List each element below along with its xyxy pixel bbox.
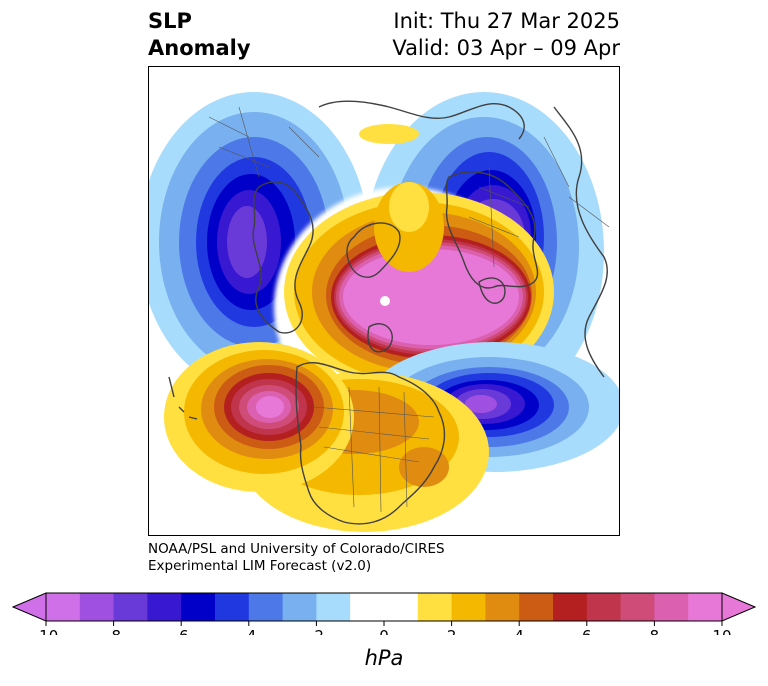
credit-line-1: NOAA/PSL and University of Colorado/CIRE… xyxy=(148,541,445,557)
colorbar-max-arrow xyxy=(721,592,757,622)
colorbar-cell xyxy=(215,593,250,621)
colorbar-tick-label: 6 xyxy=(582,627,592,635)
colorbar-cell xyxy=(79,593,115,621)
colorbar-cell xyxy=(46,593,81,621)
north-pole-marker xyxy=(380,296,390,306)
political-borders xyxy=(208,106,610,513)
colorbar-cell xyxy=(248,593,284,621)
high-arctic-contours xyxy=(284,182,554,392)
high-siberia-contour xyxy=(359,124,419,144)
title-line-1: SLP xyxy=(148,9,192,33)
colorbar-unit: hPa xyxy=(364,646,404,670)
valid-dates: Valid: 03 Apr – 09 Apr xyxy=(392,36,620,60)
colorbar-cell xyxy=(147,593,182,621)
colorbar-cell xyxy=(586,593,622,621)
colorbar-cell xyxy=(350,593,385,621)
anomaly-map xyxy=(148,66,620,536)
colorbar: -10 -8 -6 -4 -2 0 2 4 6 8 10 xyxy=(11,592,757,635)
colorbar-tick-label: -4 xyxy=(241,627,256,635)
credit-line-2: Experimental LIM Forecast (v2.0) xyxy=(148,558,372,574)
colorbar-cell xyxy=(316,593,351,621)
forecast-dates: Init: Thu 27 Mar 2025 Valid: 03 Apr – 09… xyxy=(392,8,620,62)
credit-text: NOAA/PSL and University of Colorado/CIRE… xyxy=(148,541,445,575)
colorbar-tick-label: 8 xyxy=(650,627,660,635)
colorbar-tick-label: -2 xyxy=(309,627,324,635)
colorbar-cell xyxy=(688,593,723,621)
colorbar-cell xyxy=(181,593,216,621)
colorbar-min-arrow xyxy=(11,592,47,622)
colorbar-ticks: -10 -8 -6 -4 -2 0 2 4 6 8 10 xyxy=(34,621,732,635)
colorbar-cell xyxy=(384,593,419,621)
colorbar-cell xyxy=(620,593,655,621)
colorbar-cell xyxy=(654,593,689,621)
colorbar-tick-label: 2 xyxy=(447,627,457,635)
colorbar-tick-label: 10 xyxy=(712,627,731,635)
colorbar-cells xyxy=(46,593,723,621)
map-canvas xyxy=(149,92,619,532)
colorbar-cell xyxy=(485,593,520,621)
coastlines xyxy=(168,100,608,525)
title-line-2: Anomaly xyxy=(148,36,251,60)
colorbar-tick-label: -6 xyxy=(174,627,189,635)
colorbar-cell xyxy=(417,593,453,621)
colorbar-tick-label: 0 xyxy=(379,627,389,635)
colorbar-cell xyxy=(519,593,554,621)
colorbar-cell xyxy=(113,593,148,621)
map-title: SLP Anomaly xyxy=(148,8,251,62)
init-date: Init: Thu 27 Mar 2025 xyxy=(393,9,620,33)
colorbar-cell xyxy=(282,593,317,621)
colorbar-tick-label: -8 xyxy=(106,627,121,635)
colorbar-tick-label: 4 xyxy=(514,627,524,635)
colorbar-tick-label: -10 xyxy=(34,627,59,635)
colorbar-cell xyxy=(451,593,486,621)
colorbar-cell xyxy=(553,593,588,621)
